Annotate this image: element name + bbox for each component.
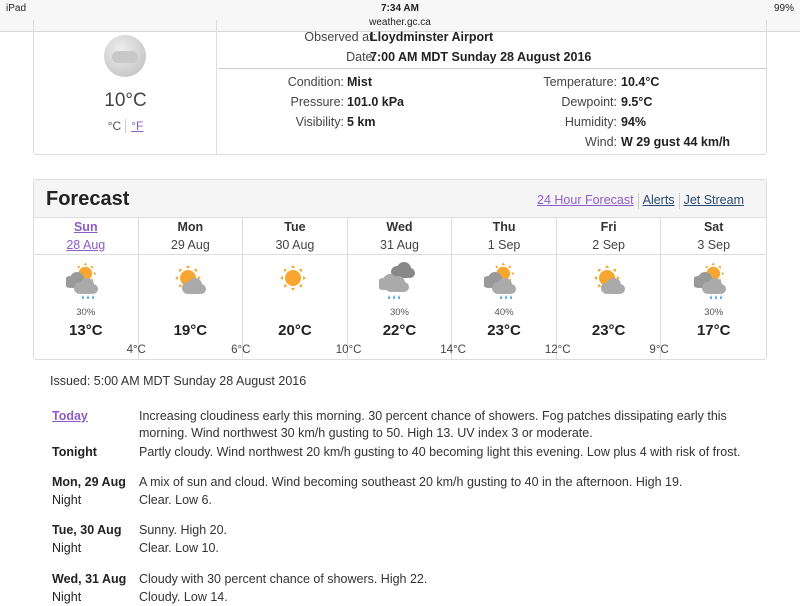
day-date: 31 Aug (380, 238, 419, 252)
night-low-temp: 12°C (544, 344, 571, 356)
period-label: Tonight (52, 445, 97, 459)
forecast-day-mon[interactable]: Mon 29 Aug 19°C (138, 218, 244, 360)
day-date: 29 Aug (170, 238, 210, 252)
wind-value: W 29 gust 44 km/h (621, 135, 731, 149)
high-temp: 20°C (278, 322, 312, 339)
period-link[interactable]: Today (52, 409, 88, 423)
forecast-day-sat[interactable]: Sat 3 Sep 30% 17°C (661, 218, 766, 360)
sun-icon (279, 265, 306, 291)
period-text: Increasing cloudiness early this morning… (139, 409, 727, 440)
date-label: Date: (346, 50, 376, 64)
period-text: Cloudy. Low 14. (139, 590, 228, 604)
high-temp: 17°C (696, 322, 731, 339)
high-temp: 13°C (69, 322, 103, 339)
visibility-label: Visibility: (295, 115, 344, 129)
temperature-label: Temperature: (543, 75, 617, 89)
period-label: Wed, 31 Aug (52, 572, 127, 586)
current-conditions-panel: 10°C °C °F Observed at: Lloydminster Airp… (33, 20, 767, 155)
day-name: Mon (177, 220, 204, 234)
night-low-temp: 10°C (335, 344, 362, 356)
high-temp: 22°C (382, 322, 417, 339)
unit-fahrenheit-link[interactable]: °F (125, 119, 144, 133)
humidity-value: 94% (621, 115, 647, 129)
clock: 7:34 AM (381, 3, 419, 14)
day-date[interactable]: 28 Aug (66, 238, 106, 252)
pressure-value: 101.0 kPa (347, 95, 404, 109)
sun-cloud-icon (593, 265, 625, 294)
unit-celsius[interactable]: °C (107, 119, 122, 133)
issued-time: Issued: 5:00 AM MDT Sunday 28 August 201… (50, 374, 307, 388)
forecast-day-fri[interactable]: Fri 2 Sep 23°C (556, 218, 662, 360)
night-low-temp: 14°C (440, 344, 466, 356)
observed-at-value: Lloydminster Airport (370, 30, 494, 44)
day-date: 1 Sep (487, 238, 521, 252)
observed-at-label: Observed at: (304, 30, 376, 44)
night-low-temp: 6°C (231, 344, 251, 356)
visibility-value: 5 km (347, 115, 376, 129)
day-name: Thu (492, 220, 516, 234)
forecast-day-thu[interactable]: Thu 1 Sep 40% 23°C (452, 218, 557, 360)
period-text: Cloudy with 30 percent chance of showers… (139, 572, 428, 586)
period-text: Clear. Low 6. (139, 493, 212, 507)
day-date: 30 Aug (275, 238, 315, 252)
forecast-panel: Forecast 24 Hour Forecast Alerts Jet Strea… (33, 179, 767, 360)
day-date: 3 Sep (697, 238, 731, 252)
period-label: Night (52, 590, 82, 604)
url-bar[interactable]: weather.gc.ca (369, 17, 431, 28)
high-temp: 23°C (591, 322, 626, 339)
period-label: Tue, 30 Aug (52, 523, 122, 537)
sun-cloud-rain-icon (65, 262, 98, 299)
condition-value: Mist (347, 75, 372, 89)
alerts-link[interactable]: Alerts (642, 193, 675, 208)
sun-cloud-icon (175, 265, 207, 294)
wind-label: Wind: (585, 135, 617, 149)
ios-status-bar: iPad 7:34 AM weather.gc.ca 99% (0, 0, 800, 32)
pressure-label: Pressure: (290, 95, 345, 109)
precip-chance: 40% (494, 307, 514, 318)
forecast-day-wed[interactable]: Wed 31 Aug 30% 22°C (347, 218, 453, 360)
precip-chance: 30% (704, 307, 724, 318)
humidity-label: Humidity: (564, 115, 617, 129)
current-temp: 10°C (104, 90, 147, 111)
period-text: Sunny. High 20. (139, 523, 228, 537)
precip-chance: 30% (76, 307, 96, 318)
day-name: Fri (600, 220, 617, 234)
dewpoint-label: Dewpoint: (561, 95, 617, 109)
period-text: A mix of sun and cloud. Wind becoming so… (139, 475, 683, 489)
cloud-rain-icon (379, 262, 416, 299)
precip-chance: 30% (389, 307, 409, 318)
jet-stream-link[interactable]: Jet Stream (683, 193, 744, 208)
sun-cloud-rain-icon (693, 262, 726, 299)
battery-level: 99% (773, 3, 794, 14)
day-name: Tue (284, 220, 306, 234)
night-low-temp: 4°C (126, 344, 146, 356)
forecast-day-sun[interactable]: Sun 28 Aug 30% 13°C (34, 218, 139, 360)
period-label: Mon, 29 Aug (52, 475, 126, 489)
day-date: 2 Sep (592, 238, 625, 252)
forecast-days: Sun 28 Aug 30% 13°C Mon 29 Aug 19°C Tue 30 Au… (34, 218, 766, 360)
day-name: Sat (703, 220, 724, 234)
period-text: Partly cloudy. Wind northwest 20 km/h gu… (139, 445, 741, 459)
period-text: Clear. Low 10. (139, 541, 219, 555)
high-temp: 23°C (487, 322, 521, 339)
condition-label: Condition: (287, 75, 344, 89)
night-low-temp: 9°C (649, 344, 669, 356)
temperature-value: 10.4°C (621, 75, 660, 89)
forecast-day-tue[interactable]: Tue 30 Aug 20°C (243, 218, 348, 360)
day-name: Wed (386, 220, 413, 234)
24-hour-forecast-link[interactable]: 24 Hour Forecast (537, 193, 634, 208)
dewpoint-value: 9.5°C (621, 95, 653, 109)
sun-cloud-rain-icon (484, 262, 517, 299)
device-label: iPad (6, 3, 27, 14)
period-label: Night (52, 541, 82, 555)
period-label: Night (52, 493, 82, 507)
forecast-title: Forecast (46, 188, 130, 210)
date-value: 7:00 AM MDT Sunday 28 August 2016 (370, 50, 592, 64)
day-name[interactable]: Sun (73, 220, 98, 234)
high-temp: 19°C (173, 322, 208, 339)
mist-cloud-icon (104, 35, 146, 77)
